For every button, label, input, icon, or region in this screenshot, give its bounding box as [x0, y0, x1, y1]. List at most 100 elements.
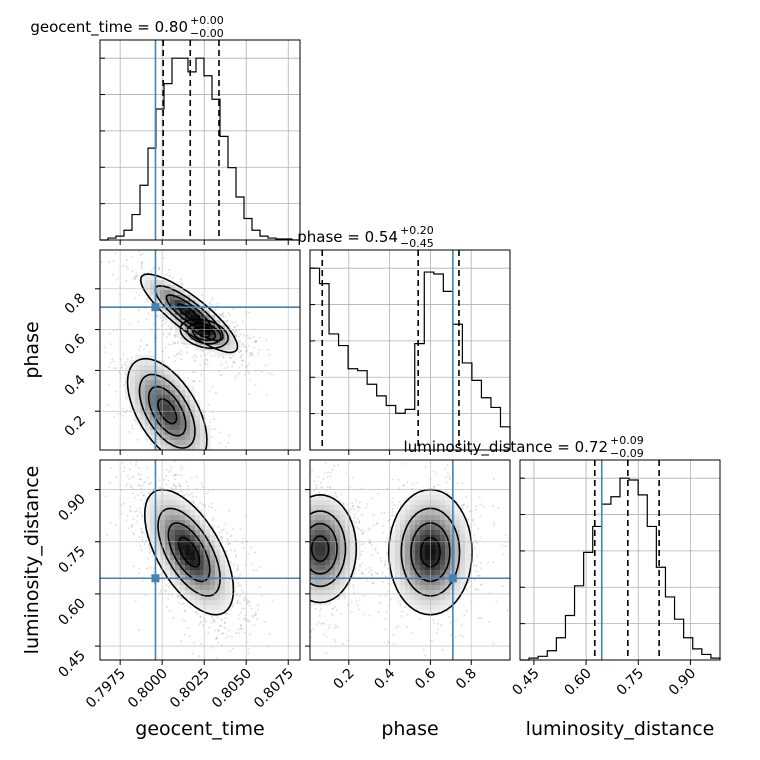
scatter-point — [456, 482, 459, 485]
density-cell — [170, 410, 176, 416]
scatter-point — [436, 628, 439, 631]
scatter-point — [387, 567, 390, 570]
density-cell — [200, 430, 206, 436]
scatter-point — [247, 648, 250, 651]
scatter-point — [478, 496, 481, 499]
density-cell — [325, 590, 331, 596]
scatter-point — [391, 497, 394, 500]
density-cell — [180, 390, 186, 396]
density-cell — [190, 520, 196, 526]
density-cell — [205, 320, 211, 326]
scatter-point — [181, 490, 184, 493]
scatter-point — [163, 478, 166, 481]
density-cell — [190, 585, 196, 591]
scatter-point — [133, 510, 136, 513]
scatter-point — [200, 482, 203, 485]
density-cell — [210, 310, 216, 316]
density-cell — [170, 510, 176, 516]
scatter-point — [242, 547, 245, 550]
scatter-point — [225, 627, 228, 630]
density-cell — [315, 580, 321, 586]
scatter-point — [448, 475, 451, 478]
scatter-point — [146, 567, 149, 570]
density-cell — [160, 505, 166, 511]
scatter-point — [368, 527, 371, 530]
scatter-point — [249, 352, 252, 355]
density-cell — [220, 580, 226, 586]
density-cell — [215, 585, 221, 591]
density-cell — [315, 535, 321, 541]
scatter-point — [238, 584, 241, 587]
scatter-point — [140, 261, 143, 264]
density-cell — [190, 595, 196, 601]
density-cell — [205, 525, 211, 531]
scatter-point — [131, 487, 134, 490]
scatter-point — [126, 474, 129, 477]
scatter-point — [237, 614, 240, 617]
density-cell — [145, 520, 151, 526]
scatter-point — [253, 623, 256, 626]
scatter-point — [235, 594, 238, 597]
density-cell — [185, 515, 191, 521]
density-cell — [165, 490, 171, 496]
density-cell — [220, 555, 226, 561]
scatter-point — [177, 452, 179, 454]
scatter-point — [224, 316, 227, 319]
scatter-point — [120, 358, 123, 361]
scatter-point — [227, 312, 230, 315]
density-cell — [165, 295, 171, 301]
density-cell — [160, 490, 166, 496]
scatter-point — [377, 572, 380, 575]
scatter-point — [249, 352, 252, 355]
scatter-point — [168, 275, 171, 278]
scatter-point — [461, 504, 464, 507]
scatter-point — [147, 544, 150, 547]
scatter-point — [305, 518, 307, 520]
density-cell — [320, 585, 326, 591]
scatter-point — [243, 599, 246, 602]
scatter-point — [164, 346, 167, 349]
density-cell — [180, 525, 186, 531]
scatter-point — [206, 364, 209, 367]
density-cell — [150, 440, 156, 446]
scatter-point — [382, 531, 385, 534]
scatter-point — [340, 501, 343, 504]
density-cell — [130, 385, 136, 391]
density-cell — [190, 590, 196, 596]
density-cell — [220, 595, 226, 601]
scatter-point — [180, 596, 183, 599]
density-cell — [200, 320, 206, 326]
scatter-point — [474, 539, 477, 542]
scatter-point — [378, 602, 381, 605]
scatter-point — [236, 584, 239, 587]
scatter-point — [132, 565, 135, 568]
density-cell — [180, 300, 186, 306]
density-cell — [185, 415, 191, 421]
scatter-point — [384, 594, 387, 597]
scatter-point — [392, 514, 395, 517]
scatter-point — [193, 379, 196, 382]
density-cell — [155, 375, 161, 381]
scatter-point — [340, 493, 343, 496]
density-cell — [190, 430, 196, 436]
scatter-point — [177, 594, 180, 597]
density-cell — [310, 585, 316, 591]
density-cell — [180, 425, 186, 431]
scatter-point — [141, 491, 144, 494]
density-cell — [210, 340, 216, 346]
scatter-point — [157, 267, 160, 270]
scatter-point — [179, 485, 182, 488]
scatter-point — [242, 617, 245, 620]
scatter-point — [204, 353, 207, 356]
scatter-point — [260, 370, 263, 373]
density-cell — [135, 360, 141, 366]
density-cell — [130, 360, 136, 366]
scatter-point — [131, 424, 134, 427]
scatter-point — [230, 534, 233, 537]
density-cell — [310, 590, 316, 596]
density-cell — [310, 525, 316, 531]
density-cell — [175, 500, 181, 506]
density-cell — [200, 605, 206, 611]
scatter-point — [173, 342, 176, 345]
scatter-point — [423, 654, 426, 657]
